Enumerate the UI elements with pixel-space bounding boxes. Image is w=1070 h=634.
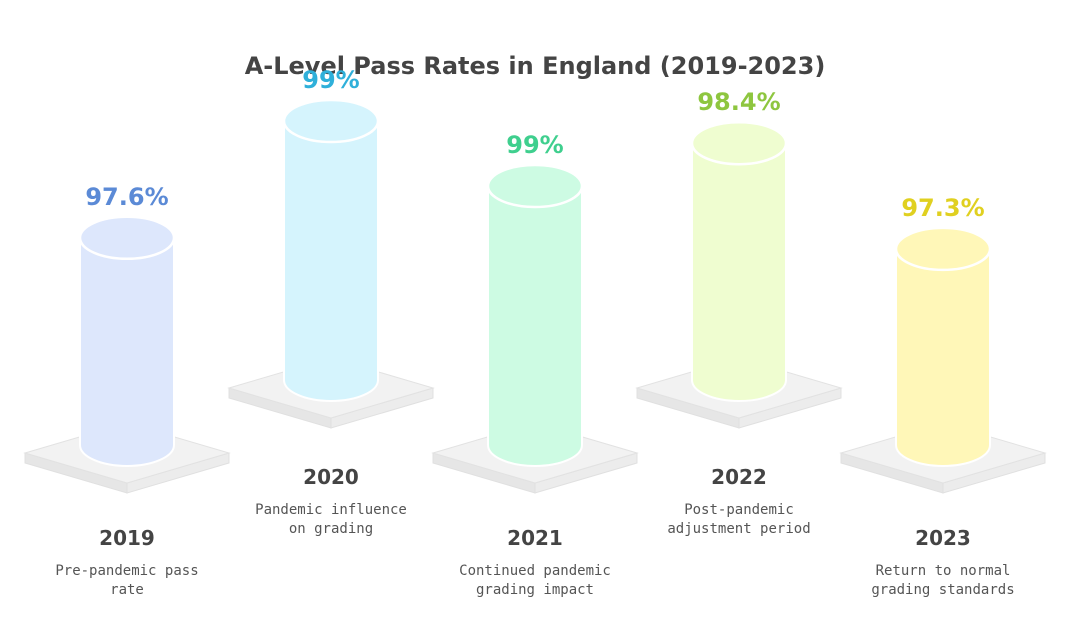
bar-body-2021	[487, 185, 583, 467]
bar-2023: 97.3%	[839, 194, 1047, 494]
bar-cap-2022	[690, 120, 788, 166]
bar-body-2023	[895, 247, 991, 467]
bar-cap-2019	[78, 215, 176, 261]
bar-2020: 99%	[227, 66, 435, 429]
bar-2021: 99%	[431, 131, 639, 494]
bar-cap-2021	[486, 163, 584, 209]
value-label-2020: 99%	[302, 66, 359, 94]
bar-2019: 97.6%	[23, 183, 231, 494]
description-2023: Return to normal grading standards	[871, 563, 1015, 598]
description-2022: Post-pandemic adjustment period	[667, 502, 811, 537]
bar-body-2019	[79, 236, 175, 467]
bar-body-2022	[691, 142, 787, 402]
description-2019: Pre-pandemic pass rate	[55, 563, 199, 598]
description-2021: Continued pandemic grading impact	[459, 563, 611, 598]
category-label-2020: 2020	[303, 465, 359, 489]
value-label-2019: 97.6%	[85, 183, 168, 211]
bar-2022: 98.4%	[635, 88, 843, 429]
value-label-2023: 97.3%	[901, 194, 984, 222]
bar-cap-2020	[282, 98, 380, 144]
bar-body-2020	[283, 120, 379, 402]
bar-cap-2023	[894, 226, 992, 272]
value-label-2021: 99%	[506, 131, 563, 159]
category-label-2022: 2022	[711, 465, 767, 489]
chart-title: A-Level Pass Rates in England (2019-2023…	[244, 52, 826, 80]
category-label-2023: 2023	[915, 526, 971, 550]
description-2020: Pandemic influence on grading	[255, 502, 407, 537]
category-label-2021: 2021	[507, 526, 563, 550]
value-label-2022: 98.4%	[697, 88, 780, 116]
category-label-2019: 2019	[99, 526, 155, 550]
